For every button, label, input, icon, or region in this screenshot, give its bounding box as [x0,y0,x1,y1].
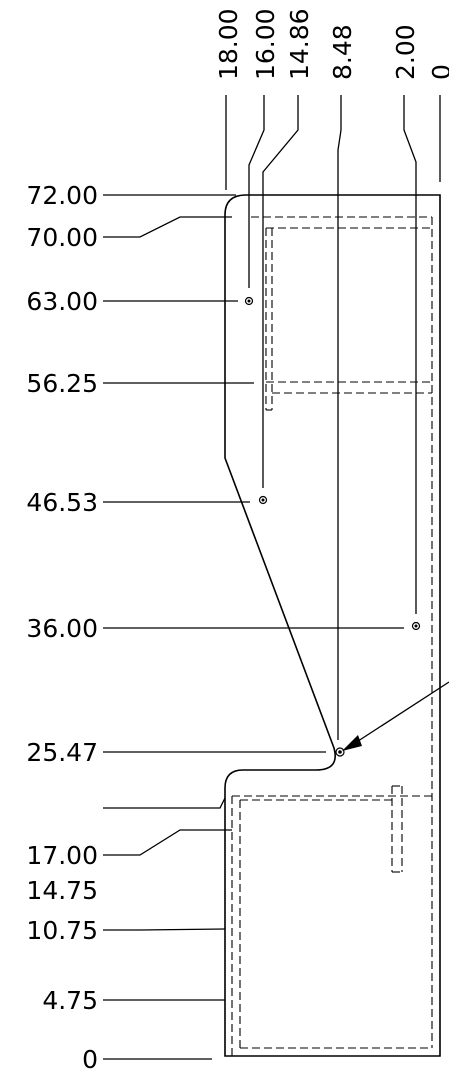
y-ordinate-25-47: 25.47 [26,738,98,767]
x-ordinate-8-48: 8.48 [328,24,357,80]
x-ordinate-2: 2.00 [391,24,420,80]
horizontal-ordinate-leaders [225,95,441,740]
y-ordinate-4-75: 4.75 [42,986,98,1015]
y-ordinate-36: 36.00 [26,614,98,643]
x-ordinate-0: 0 [427,64,449,80]
callout-arrow [342,681,449,751]
x-ordinate-18: 18.00 [214,8,243,80]
hidden-lines [231,216,433,1056]
hole-63 [244,296,254,306]
x-ordinate-16: 16.00 [251,8,280,80]
y-ordinate-72: 72.00 [26,181,98,210]
hole-25-47 [335,747,345,757]
vertical-ordinate-leaders [103,194,404,1060]
hole-46-53 [258,495,268,505]
y-ordinate-70: 70.00 [26,223,98,252]
horizontal-ordinate-labels: 18.00 16.00 14.86 8.48 2.00 0 [214,8,449,80]
y-ordinate-10-75: 10.75 [26,916,98,945]
y-ordinate-63: 63.00 [26,287,98,316]
y-ordinate-14-75: 14.75 [26,876,98,905]
y-ordinate-0: 0 [82,1045,98,1072]
y-ordinate-56-25: 56.25 [26,369,98,398]
hole-36 [411,621,421,631]
y-ordinate-17: 17.00 [26,841,98,870]
part-outline [224,194,441,1057]
vertical-ordinate-labels: 72.00 70.00 63.00 56.25 46.53 36.00 25.4… [26,181,98,1072]
x-ordinate-14-86: 14.86 [285,8,314,80]
y-ordinate-46-53: 46.53 [26,488,98,517]
